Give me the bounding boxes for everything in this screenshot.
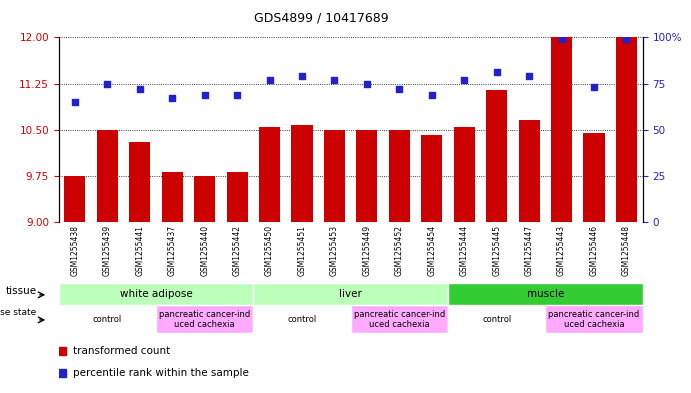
Text: GSM1255450: GSM1255450 (265, 225, 274, 276)
Bar (324, 130, 345, 222)
Text: GSM1255440: GSM1255440 (200, 225, 209, 276)
Text: control: control (287, 315, 316, 324)
Text: control: control (482, 315, 511, 324)
Bar (254, 305, 350, 333)
Bar (357, 130, 377, 222)
Point (361, 80, 372, 86)
Bar (156, 305, 254, 333)
Text: GSM1255444: GSM1255444 (460, 225, 468, 276)
Text: GSM1255437: GSM1255437 (168, 225, 177, 276)
Point (524, 73, 535, 79)
Text: GSM1255449: GSM1255449 (362, 225, 371, 276)
Text: muscle: muscle (527, 289, 564, 299)
Bar (254, 283, 448, 305)
Text: GSM1255453: GSM1255453 (330, 225, 339, 276)
Point (199, 92, 210, 98)
Point (491, 69, 502, 75)
Text: GSM1255439: GSM1255439 (103, 225, 112, 276)
Bar (59, 305, 156, 333)
Text: pancreatic cancer-ind
uced cachexia: pancreatic cancer-ind uced cachexia (159, 310, 250, 329)
Point (296, 73, 307, 79)
Text: transformed count: transformed count (73, 346, 170, 356)
Text: white adipose: white adipose (120, 289, 192, 299)
Text: GSM1255446: GSM1255446 (589, 225, 598, 276)
Bar (551, 37, 572, 222)
Bar (194, 176, 216, 222)
Bar (227, 172, 247, 222)
Text: disease state: disease state (0, 309, 37, 317)
Point (57, 348, 68, 354)
Point (459, 77, 470, 83)
Point (167, 95, 178, 101)
Text: GDS4899 / 10417689: GDS4899 / 10417689 (254, 12, 389, 25)
Text: GSM1255441: GSM1255441 (135, 225, 144, 276)
Text: GSM1255454: GSM1255454 (427, 225, 436, 276)
Text: GSM1255443: GSM1255443 (557, 225, 566, 276)
Point (394, 86, 405, 92)
Text: GSM1255445: GSM1255445 (492, 225, 501, 276)
Text: GSM1255448: GSM1255448 (622, 225, 631, 276)
Text: GSM1255451: GSM1255451 (298, 225, 307, 276)
Bar (64, 176, 86, 222)
Point (102, 80, 113, 86)
Point (621, 36, 632, 42)
Bar (616, 37, 637, 222)
Point (426, 92, 437, 98)
Text: GSM1255452: GSM1255452 (395, 225, 404, 276)
Point (329, 77, 340, 83)
Bar (583, 133, 605, 222)
Text: pancreatic cancer-ind
uced cachexia: pancreatic cancer-ind uced cachexia (549, 310, 640, 329)
Bar (59, 283, 254, 305)
Point (556, 36, 567, 42)
Bar (545, 305, 643, 333)
Bar (448, 305, 545, 333)
Bar (518, 120, 540, 222)
Text: liver: liver (339, 289, 362, 299)
Bar (292, 125, 312, 222)
Bar (422, 135, 442, 222)
Bar (350, 305, 448, 333)
Point (231, 92, 243, 98)
Point (589, 84, 600, 90)
Point (69, 99, 80, 105)
Bar (259, 127, 280, 222)
Text: percentile rank within the sample: percentile rank within the sample (73, 368, 249, 378)
Point (57, 370, 68, 376)
Bar (448, 283, 643, 305)
Bar (454, 127, 475, 222)
Bar (129, 142, 151, 222)
Text: GSM1255438: GSM1255438 (70, 225, 79, 276)
Bar (162, 172, 183, 222)
Text: tissue: tissue (6, 286, 37, 296)
Bar (389, 130, 410, 222)
Text: GSM1255447: GSM1255447 (524, 225, 533, 276)
Text: GSM1255442: GSM1255442 (233, 225, 242, 276)
Text: pancreatic cancer-ind
uced cachexia: pancreatic cancer-ind uced cachexia (354, 310, 445, 329)
Text: control: control (93, 315, 122, 324)
Point (264, 77, 275, 83)
Bar (486, 90, 507, 222)
Point (134, 86, 145, 92)
Bar (97, 130, 118, 222)
